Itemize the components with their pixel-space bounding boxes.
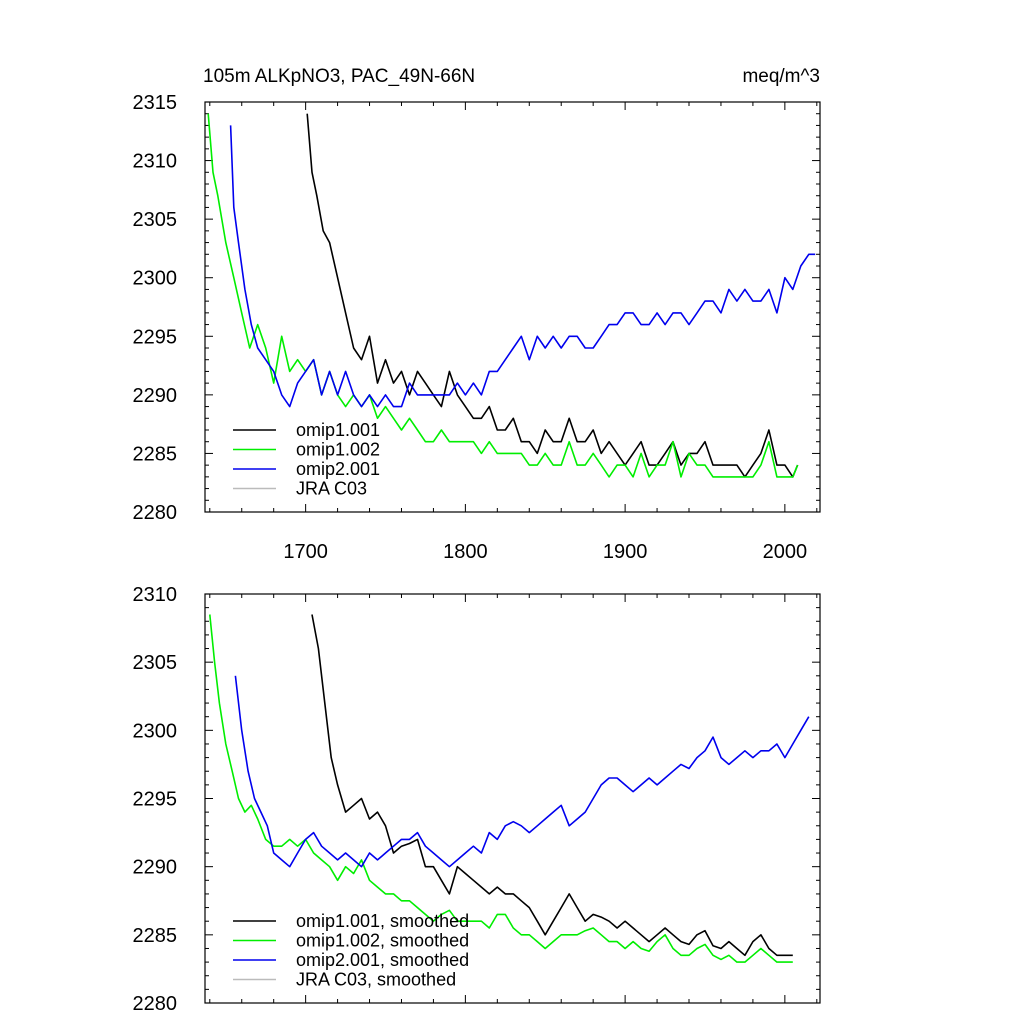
y-tick-label: 2285 xyxy=(133,925,178,947)
series-line-2 xyxy=(209,614,793,963)
y-tick-label: 2300 xyxy=(133,268,178,290)
series-line-3 xyxy=(234,675,810,868)
legend-label-2: omip1.002 xyxy=(296,440,380,460)
x-tick-label: 1800 xyxy=(443,541,488,563)
chart-units-label: meq/m^3 xyxy=(742,66,820,87)
y-tick-label: 2310 xyxy=(133,584,178,606)
series-line-1 xyxy=(306,113,799,478)
y-tick-label: 2315 xyxy=(133,92,178,114)
chart-title-left: 105m ALKpNO3, PAC_49N-66N xyxy=(203,66,475,87)
y-tick-label: 2305 xyxy=(133,209,178,231)
top-panel: 2280 2285 2290 2295 2300 2305 2310 2315 1700 1800… xyxy=(133,92,821,563)
x-tick-label: 1900 xyxy=(603,541,648,563)
plot-frame xyxy=(204,101,821,513)
y-tick-label: 2280 xyxy=(133,993,178,1015)
legend-label-3: omip2.001, smoothed xyxy=(296,950,469,970)
x-tick-label: 1700 xyxy=(283,541,328,563)
y-tick-label: 2290 xyxy=(133,857,178,879)
legend-label-3: omip2.001 xyxy=(296,459,380,479)
series-line-1 xyxy=(311,614,793,957)
y-tick-label: 2280 xyxy=(133,502,178,524)
plot-frame xyxy=(204,593,821,1004)
legend-label-1: omip1.001 xyxy=(296,420,380,440)
series-line-3 xyxy=(229,125,816,408)
y-tick-label: 2285 xyxy=(133,443,178,465)
y-tick-label: 2300 xyxy=(133,720,178,742)
legend-label-4: JRA C03 xyxy=(296,479,367,499)
y-tick-label: 2295 xyxy=(133,326,178,348)
x-tick-label: 2000 xyxy=(763,541,808,563)
legend-label-4: JRA C03, smoothed xyxy=(296,970,456,990)
legend-label-2: omip1.002, smoothed xyxy=(296,931,469,951)
y-tick-label: 2295 xyxy=(133,789,178,811)
bottom-panel: 2280 2285 2290 2295 2300 2305 2310 omip1.001, s… xyxy=(133,584,821,1015)
y-tick-label: 2290 xyxy=(133,385,178,407)
legend-label-1: omip1.001, smoothed xyxy=(296,911,469,931)
y-tick-label: 2305 xyxy=(133,652,178,674)
series-line-2 xyxy=(207,113,799,478)
y-tick-label: 2310 xyxy=(133,151,178,173)
